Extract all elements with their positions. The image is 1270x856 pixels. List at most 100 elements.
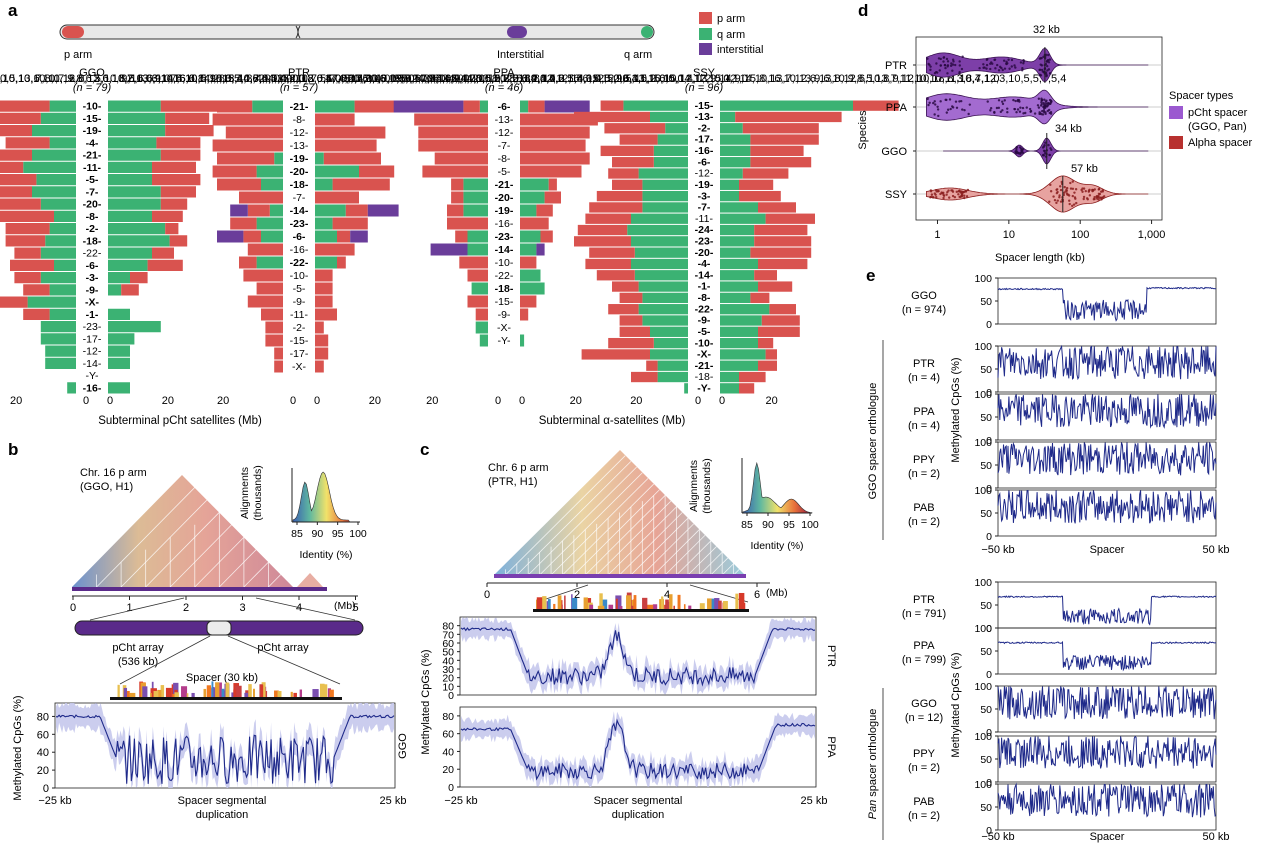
mb-tick-label: 0: [484, 589, 490, 601]
b-x-title: Spacer segmental: [178, 795, 267, 807]
y-tick-label: 40: [442, 655, 454, 667]
a-bar-h2: [108, 333, 135, 345]
d-violin-point: [1048, 98, 1052, 102]
histogram-tick-label: 90: [762, 519, 774, 531]
d-violin-point: [942, 60, 945, 63]
d-violin-point: [958, 195, 961, 199]
b-histogram-ticks: 85 90 95 100: [291, 522, 367, 540]
a-bar-h2: [750, 157, 812, 168]
d-legend: Spacer types pCht spacer (GGO, Pan) Alph…: [1169, 90, 1253, 149]
c-ppa-methylation-line: [460, 718, 816, 781]
b-histogram-x-title: Identity (%): [299, 549, 352, 561]
d-violin-point: [1056, 188, 1059, 191]
a-bar-h2: [520, 100, 529, 113]
d-violin-point: [1000, 66, 1003, 70]
d-violin-point: [1098, 187, 1101, 191]
a-tick-label: 20: [570, 395, 582, 407]
d-violin-point: [1003, 67, 1007, 70]
a-bar-h2: [147, 259, 183, 271]
c-side-label-ptr: PTR: [825, 645, 837, 667]
a-bar-h1: [45, 235, 76, 247]
a-species-count: (n = 79): [73, 82, 112, 94]
sd-block: [714, 598, 720, 609]
d-annotation-57kb: 57 kb: [1071, 163, 1098, 175]
d-violin-point: [960, 67, 964, 71]
histogram-tick-label: 100: [349, 528, 367, 540]
sd-block: [215, 682, 220, 697]
a-bar-h1: [585, 213, 631, 224]
a-chromosome-label: -10-: [83, 101, 102, 113]
d-violin-point: [1084, 189, 1087, 193]
heatmap-gridline: [550, 478, 649, 576]
a-bar-h1: [252, 100, 283, 113]
a-bar-h2: [720, 292, 751, 304]
a-bar-h2: [160, 186, 196, 198]
a-bar-h2: [720, 337, 758, 349]
a-bar-h2: [758, 281, 793, 292]
a-bar-h1: [479, 100, 488, 113]
sd-block: [553, 603, 556, 609]
d-violin-point: [942, 191, 945, 195]
a-bar-h1: [619, 292, 643, 304]
a-chromosome-label: -15-: [290, 335, 309, 347]
y-tick-label: 0: [43, 783, 49, 795]
heatmap-gridline: [642, 523, 694, 576]
e-group2-label: Pan spacer orthologue: [867, 709, 879, 820]
a-bar-h1: [0, 174, 37, 186]
d-violin-point: [957, 193, 960, 196]
a-chromosome-label: -12-: [83, 346, 102, 358]
e-row-label: PPY: [913, 454, 936, 466]
sd-block: [547, 599, 551, 609]
a-bar-h2: [315, 113, 355, 126]
d-violin-point: [1021, 67, 1024, 70]
b-methylation-plot: 0 20 40 60 80 Methylated CpGs (%) −25 kb 25 …: [12, 695, 409, 821]
a-haplotype-1-label: 17,6,10,20,6,16,8,10,9,14,9,11,13,8,12,8…: [324, 73, 999, 85]
d-violin-point: [1041, 109, 1044, 113]
a-bar-h2: [758, 326, 800, 337]
a-bar-h1: [653, 337, 688, 349]
a-bar-h2: [156, 137, 201, 149]
a-bar-h2: [520, 165, 582, 178]
d-violin-point: [1049, 190, 1053, 193]
panel-a: a p arm Interstitial q arm p arm q arm i…: [0, 1, 1066, 427]
a-species-count: (n = 57): [280, 82, 319, 94]
a-tick-label: 20: [630, 395, 642, 407]
a-chromosome-label: -6-: [293, 231, 306, 243]
b-spacer-baseline: [110, 697, 342, 700]
legend-swatch-p-arm: [699, 12, 712, 24]
a-bar-h1: [475, 321, 488, 334]
a-bar-h2: [332, 217, 368, 230]
a-bar-h1: [653, 145, 688, 157]
sd-block: [652, 604, 658, 609]
d-violin-point: [935, 62, 938, 65]
d-legend-label-pcht-2: (GGO, Pan): [1188, 121, 1247, 133]
a-bar-h2: [354, 100, 399, 113]
d-violin-point: [1091, 188, 1094, 192]
a-chromosome-label: -16-: [83, 382, 102, 394]
b-methylation-line: [55, 714, 395, 784]
a-bar-h1: [459, 256, 488, 269]
a-bar-h2: [720, 123, 743, 134]
a-bar-h2: [758, 360, 777, 371]
a-bar-h2: [315, 152, 324, 165]
a-bar-h1: [574, 111, 650, 123]
sd-block: [233, 689, 237, 697]
heatmap-gridline: [516, 461, 632, 576]
d-violin-point: [1040, 97, 1043, 100]
a-bar-h1: [642, 190, 688, 202]
e-y-tick-label: 0: [986, 727, 992, 739]
sd-block: [683, 604, 686, 609]
a-bar-h1: [631, 258, 688, 270]
a-bar-h2: [520, 334, 525, 347]
a-bar-h2: [108, 235, 170, 247]
b-zoom-lines-2: [119, 635, 341, 685]
d-violin-point: [1074, 188, 1078, 191]
a-bar-h2: [528, 100, 545, 113]
a-bar-h2: [160, 100, 223, 112]
e-x-left-bottom: −50 kb: [981, 831, 1014, 843]
a-tick-label: 0: [519, 395, 525, 407]
d-violin-point: [1013, 107, 1017, 111]
e-y-tick-label: 50: [980, 364, 992, 376]
a-bar-h2: [720, 371, 739, 383]
heatmap-gridline: [664, 534, 706, 576]
